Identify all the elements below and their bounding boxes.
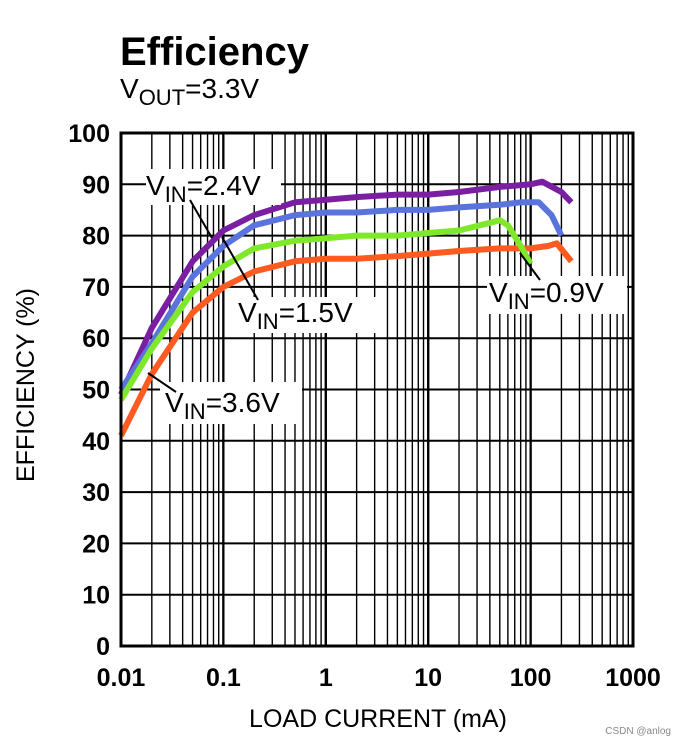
x-axis-label: LOAD CURRENT (mA)	[249, 705, 507, 733]
svg-text:VIN=3.6V: VIN=3.6V	[165, 387, 280, 424]
y-tick-label: 80	[82, 223, 110, 251]
annotation-vin-2-4v: VIN=2.4V	[146, 169, 281, 239]
x-tick-label: 0.01	[97, 664, 146, 692]
series-lines	[118, 178, 574, 438]
svg-text:VIN=1.5V: VIN=1.5V	[238, 297, 353, 334]
svg-text:VIN=0.9V: VIN=0.9V	[489, 277, 604, 314]
annotation-vin-3-6v: VIN=3.6V	[147, 372, 302, 424]
y-axis-label: EFFICIENCY (%)	[12, 288, 40, 482]
x-tick-label: 1	[319, 664, 333, 692]
x-tick-labels: 0.01 0.1 1 10 100 1000	[97, 664, 661, 692]
y-tick-label: 10	[82, 582, 110, 610]
y-tick-label: 20	[82, 530, 110, 558]
y-tick-label: 90	[82, 171, 110, 199]
y-tick-label: 0	[96, 633, 110, 661]
svg-text:VIN=2.4V: VIN=2.4V	[146, 170, 261, 207]
y-tick-label: 40	[82, 428, 110, 456]
chart-title: Efficiency	[120, 30, 310, 74]
plot-frame	[119, 131, 635, 648]
y-tick-label: 50	[82, 377, 110, 405]
annotation-vin-0-9v: VIN=0.9V	[487, 252, 627, 314]
series-line-vin-0-9v	[118, 217, 534, 402]
y-tick-label: 100	[68, 120, 110, 148]
x-tick-label: 0.1	[206, 664, 241, 692]
series-line-vin-2-4v	[118, 178, 574, 396]
watermark: CSDN @anlog	[605, 726, 671, 737]
y-tick-label: 70	[82, 274, 110, 302]
chart-subtitle: VOUT=3.3V	[120, 73, 259, 110]
series-line-vin-1-5v	[118, 199, 565, 392]
y-tick-labels: 0 10 20 30 40 50 60 70 80 90 100	[68, 120, 110, 661]
x-tick-label: 10	[414, 664, 442, 692]
y-tick-label: 30	[82, 479, 110, 507]
annotation-vin-1-5v: VIN=1.5V	[221, 236, 376, 334]
x-tick-label: 1000	[605, 664, 661, 692]
y-tick-label: 60	[82, 325, 110, 353]
series-line-vin-3-6v	[118, 240, 574, 438]
x-tick-label: 100	[510, 664, 552, 692]
